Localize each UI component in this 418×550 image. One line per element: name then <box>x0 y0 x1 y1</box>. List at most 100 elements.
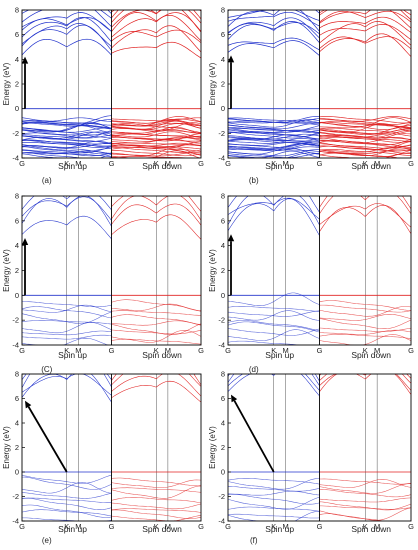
kpoint-label: G <box>109 346 115 355</box>
y-axis-label: Energy (eV) <box>2 426 11 469</box>
conduction-band <box>112 0 202 9</box>
valence-band <box>319 139 411 148</box>
valence-band <box>22 152 112 158</box>
valence-band <box>228 117 320 124</box>
conduction-band <box>319 10 411 29</box>
valence-band <box>111 502 201 510</box>
valence-band <box>228 478 320 485</box>
valence-band <box>111 330 201 343</box>
valence-band <box>228 511 320 521</box>
valence-band <box>22 117 112 122</box>
y-axis-label: Energy (eV) <box>2 62 11 105</box>
band-gap-arrowhead <box>21 56 29 64</box>
conduction-band <box>22 196 112 211</box>
kpoint-label: G <box>109 159 115 168</box>
valence-band <box>22 306 112 319</box>
valence-band <box>111 509 201 519</box>
kpoint-label: K <box>363 159 368 168</box>
kpoint-label: K <box>271 522 276 531</box>
valence-band <box>319 145 411 152</box>
conduction-band <box>111 380 201 403</box>
valence-band <box>228 306 320 312</box>
conduction-band <box>22 196 112 221</box>
valence-band <box>22 337 110 345</box>
valence-band <box>319 127 411 135</box>
valence-band <box>228 320 320 331</box>
valence-band <box>22 129 112 139</box>
valence-band <box>319 318 411 329</box>
y-tick-label: 0 <box>15 104 19 113</box>
valence-band <box>228 152 320 158</box>
valence-band <box>319 479 411 488</box>
spin-up-label: Spin up <box>58 161 87 171</box>
valence-band <box>111 133 201 142</box>
kpoint-label: G <box>408 159 414 168</box>
panel-caption: (d) <box>249 365 259 374</box>
valence-band <box>111 131 201 138</box>
valence-band <box>111 142 201 146</box>
conduction-band <box>319 16 411 33</box>
spin-down-label: Spin down <box>142 161 182 171</box>
valence-band <box>228 486 320 492</box>
valence-band <box>22 134 112 139</box>
valence-band <box>319 304 411 313</box>
conduction-band <box>228 196 320 226</box>
kpoint-label: M <box>165 159 171 168</box>
valence-band <box>228 478 320 490</box>
valence-band <box>228 340 302 345</box>
y-tick-label: 4 <box>15 419 19 428</box>
valence-band <box>111 314 201 326</box>
spin-down-label: Spin down <box>351 161 391 171</box>
y-tick-label: 2 <box>15 443 19 452</box>
kpoint-label: K <box>154 159 159 168</box>
kpoint-label: G <box>408 522 414 531</box>
valence-band <box>111 487 201 493</box>
kpoint-label: K <box>154 346 159 355</box>
valence-band <box>319 483 411 494</box>
kpoint-label: M <box>165 522 171 531</box>
valence-band <box>111 116 201 124</box>
band-gap-arrowhead <box>21 237 29 245</box>
valence-band <box>228 128 320 133</box>
y-tick-label: -2 <box>12 492 19 501</box>
y-tick-label: -4 <box>218 517 225 526</box>
valence-band <box>22 304 112 313</box>
valence-band <box>22 334 112 340</box>
valence-band <box>111 497 201 504</box>
conduction-band <box>228 37 320 51</box>
y-tick-label: 0 <box>221 291 225 300</box>
valence-band <box>319 117 411 127</box>
valence-band <box>22 153 112 158</box>
valence-band <box>22 497 112 503</box>
kpoint-label: K <box>271 346 276 355</box>
valence-band <box>22 115 112 124</box>
conduction-band <box>228 10 320 21</box>
valence-band <box>319 300 411 311</box>
kpoint-label: G <box>225 346 231 355</box>
valence-band <box>228 310 320 321</box>
valence-band <box>319 507 411 521</box>
kpoint-label: M <box>75 159 81 168</box>
kpoint-label: M <box>374 159 380 168</box>
kpoint-label: K <box>64 522 69 531</box>
valence-band <box>22 474 112 484</box>
valence-band <box>111 118 201 124</box>
y-tick-label: 0 <box>15 291 19 300</box>
y-tick-label: 2 <box>15 80 19 89</box>
conduction-band <box>22 215 112 240</box>
valence-band <box>22 497 112 510</box>
conduction-band <box>22 374 112 396</box>
valence-band <box>22 139 112 148</box>
valence-band <box>228 144 320 152</box>
spin-down-label: Spin down <box>351 524 391 534</box>
y-tick-label: -4 <box>12 341 19 350</box>
y-tick-label: 8 <box>15 192 19 201</box>
valence-band <box>319 128 411 134</box>
conduction-band <box>319 196 411 214</box>
band-gap-arrowhead <box>231 394 238 403</box>
valence-band <box>111 508 201 513</box>
band-gap-arrow <box>233 400 275 473</box>
conduction-band <box>228 17 320 39</box>
kpoint-label: G <box>19 522 25 531</box>
valence-band <box>319 137 411 144</box>
